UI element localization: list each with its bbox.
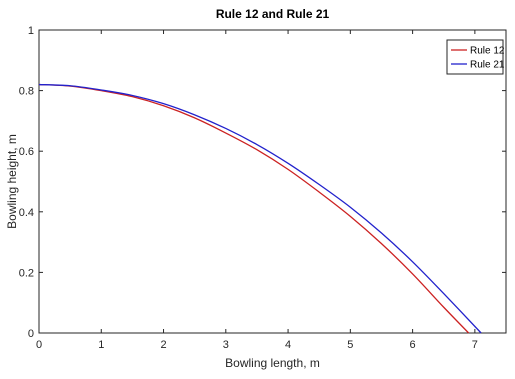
x-tick-label: 0 <box>36 339 42 351</box>
y-tick-label: 0.6 <box>19 146 34 158</box>
axis-tick-labels: 0 1 2 3 4 5 6 7 0 0.2 0.4 0.6 0.8 1 <box>19 25 478 351</box>
series-lines <box>38 83 482 334</box>
legend: Rule 12 Rule 21 <box>446 39 505 75</box>
x-tick-label: 2 <box>160 339 166 351</box>
x-tick-label: 4 <box>285 339 291 351</box>
plot-area-frame <box>38 29 507 334</box>
x-tick-label: 3 <box>223 339 229 351</box>
x-tick-label: 1 <box>98 339 104 351</box>
y-tick-label: 0.4 <box>19 207 34 219</box>
legend-entry: Rule 12 <box>470 46 505 57</box>
y-tick-label: 0 <box>28 328 34 340</box>
x-tick-label: 5 <box>347 339 353 351</box>
chart-title: Rule 12 and Rule 21 <box>216 7 330 21</box>
axis-ticks <box>38 29 506 334</box>
x-tick-label: 7 <box>472 339 478 351</box>
legend-entry: Rule 21 <box>470 60 505 71</box>
y-tick-label: 0.2 <box>19 267 34 279</box>
x-axis-title: Bowling length, m <box>225 356 320 370</box>
y-axis-title: Bowling height, m <box>5 134 19 229</box>
x-tick-label: 6 <box>410 339 416 351</box>
legend-box <box>446 39 504 75</box>
series-line-rule-21 <box>38 83 482 334</box>
y-tick-label: 0.8 <box>19 86 34 98</box>
series-line-rule-12 <box>38 83 470 334</box>
y-tick-label: 1 <box>28 25 34 37</box>
